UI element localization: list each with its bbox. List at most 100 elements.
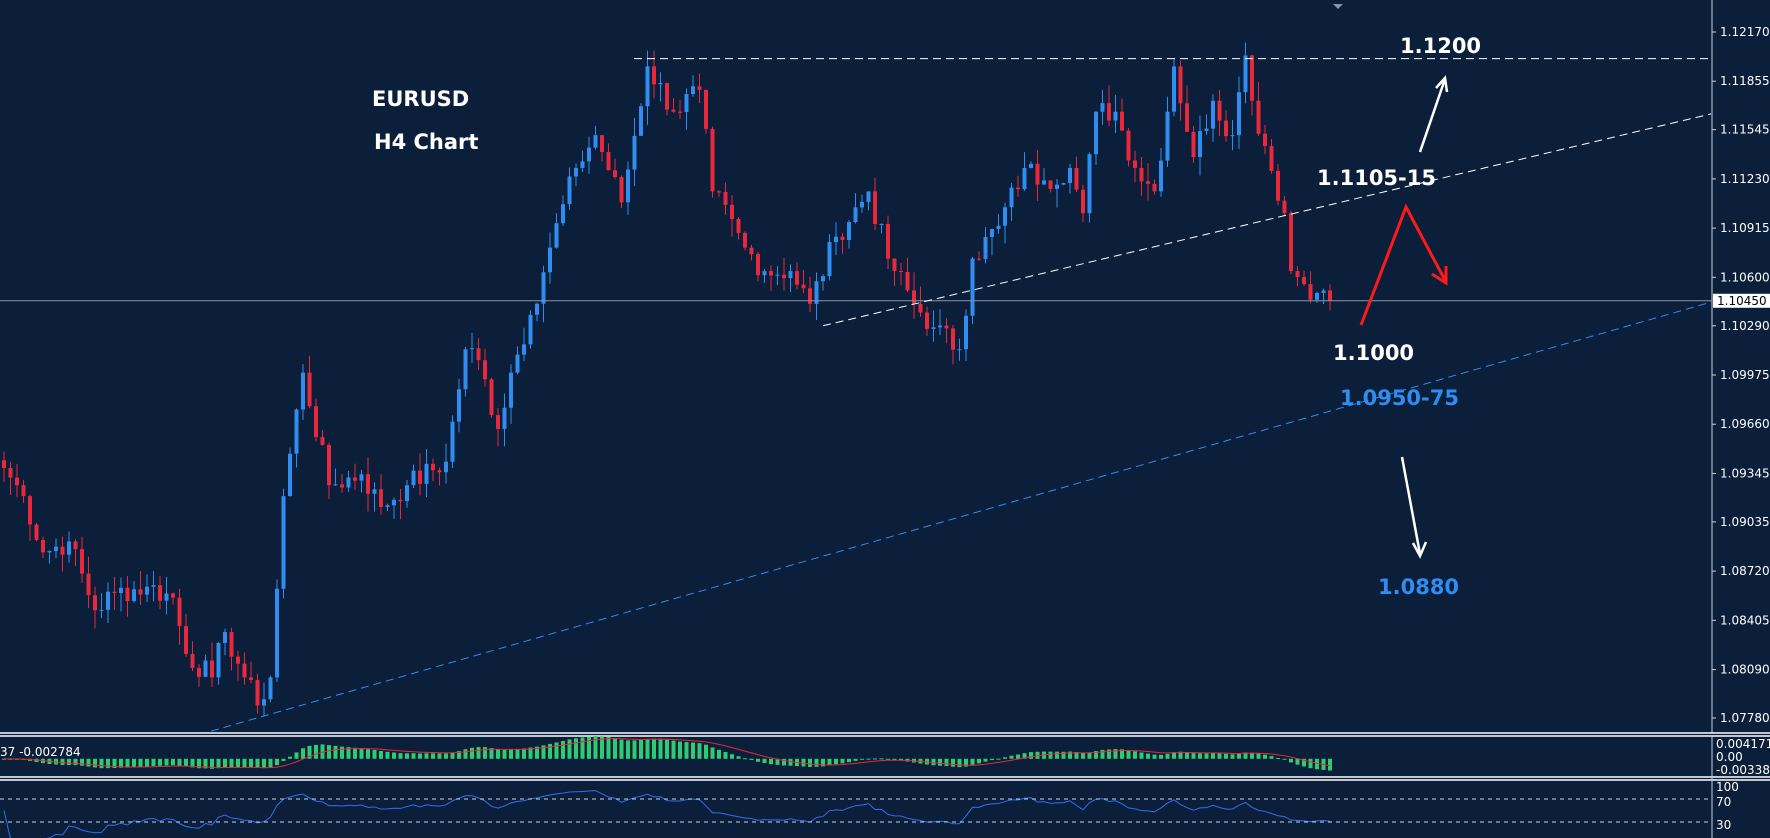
macd-bar	[1315, 758, 1319, 770]
shift-marker-icon[interactable]	[1333, 4, 1343, 9]
candle	[210, 660, 214, 678]
candle	[1159, 160, 1163, 192]
macd-bar	[515, 749, 520, 759]
candle	[567, 176, 572, 205]
macd-bar	[275, 758, 279, 766]
candle	[1263, 133, 1267, 147]
macd-bar	[957, 758, 962, 768]
candle	[827, 242, 832, 277]
candle	[125, 587, 130, 602]
candle	[1152, 183, 1157, 192]
price-tick-label: 1.09660	[1720, 417, 1770, 431]
candle	[1217, 100, 1222, 121]
candle	[106, 591, 110, 610]
candle	[54, 546, 58, 552]
candle	[1061, 183, 1066, 185]
macd-bar	[502, 749, 507, 759]
macd-panel[interactable]	[2, 736, 1332, 771]
candle	[1198, 130, 1202, 158]
candle	[80, 549, 84, 574]
macd-bar	[1237, 753, 1241, 759]
macd-bar	[158, 758, 162, 766]
candle	[717, 191, 721, 193]
macd-bar	[255, 758, 260, 768]
candle	[379, 489, 383, 508]
macd-bar	[723, 752, 728, 759]
price-tick-label: 1.09035	[1720, 515, 1770, 529]
candle	[834, 236, 838, 243]
candle	[704, 89, 708, 129]
macd-bar	[658, 738, 663, 759]
macd-bar	[1139, 752, 1144, 759]
macd-bar	[1269, 756, 1274, 759]
candle	[548, 247, 552, 273]
candle	[860, 201, 864, 208]
candle	[730, 204, 734, 219]
macd-bar	[262, 758, 266, 769]
candle	[756, 254, 760, 276]
candle	[814, 281, 819, 304]
candle	[145, 586, 149, 595]
macd-bar	[418, 753, 422, 759]
candle	[1126, 130, 1131, 161]
macd-bar	[775, 758, 780, 765]
macd-bar	[554, 742, 559, 759]
candle	[691, 86, 695, 95]
macd-bar	[385, 751, 390, 759]
macd-bar	[1120, 749, 1124, 759]
candle	[1308, 284, 1313, 300]
macd-bar	[424, 753, 429, 759]
candle	[1276, 170, 1280, 201]
blue-trendline[interactable]	[185, 301, 1712, 739]
candle	[1250, 55, 1254, 101]
macd-bar	[1152, 754, 1157, 759]
candle	[476, 348, 481, 361]
candle	[905, 271, 910, 291]
candle	[639, 106, 643, 136]
macd-bar	[834, 758, 838, 765]
macd-bar	[223, 758, 227, 768]
rsi-panel[interactable]	[3, 790, 1331, 838]
price-tick-label: 1.10600	[1720, 270, 1770, 284]
macd-bar	[73, 758, 78, 766]
macd-bar	[463, 749, 468, 759]
macd-bar	[736, 756, 741, 759]
macd-bar	[372, 749, 377, 759]
candles-layer	[2, 42, 1332, 717]
macd-bar	[138, 758, 143, 767]
red-zigzag-arrow-icon	[1359, 203, 1448, 326]
candle	[652, 66, 656, 85]
candle	[1120, 111, 1124, 131]
macd-bar	[184, 758, 188, 767]
candle	[1068, 167, 1072, 184]
macd-bar	[626, 740, 630, 759]
macd-bar	[743, 758, 747, 760]
candle	[320, 437, 325, 445]
candle	[34, 524, 39, 541]
candle	[788, 271, 793, 279]
candle	[918, 303, 923, 313]
chart-title: EURUSD	[372, 87, 469, 111]
macd-bar	[93, 758, 97, 768]
macd-bar	[808, 758, 812, 767]
macd-bar	[457, 751, 461, 759]
rsi-tick: 70	[1716, 795, 1731, 809]
macd-bar	[450, 752, 455, 759]
price-axis[interactable]: 1.12170 1.11855 1.11545 1.11230 1.10915 1.106…	[1712, 25, 1770, 725]
white-trendline[interactable]	[822, 113, 1712, 327]
macd-bar	[1081, 752, 1085, 759]
candle	[866, 191, 871, 202]
candle	[899, 271, 903, 273]
candle	[1074, 167, 1079, 190]
price-tick-label: 1.11545	[1720, 123, 1770, 137]
candle	[554, 223, 559, 248]
macd-bar	[281, 758, 286, 762]
macd-bar	[801, 758, 806, 767]
arrow-down-icon	[1400, 456, 1428, 559]
macd-bar	[125, 758, 130, 768]
candle	[431, 463, 435, 471]
candle	[1042, 180, 1046, 185]
candle	[574, 167, 578, 177]
macd-bar	[1198, 753, 1202, 759]
